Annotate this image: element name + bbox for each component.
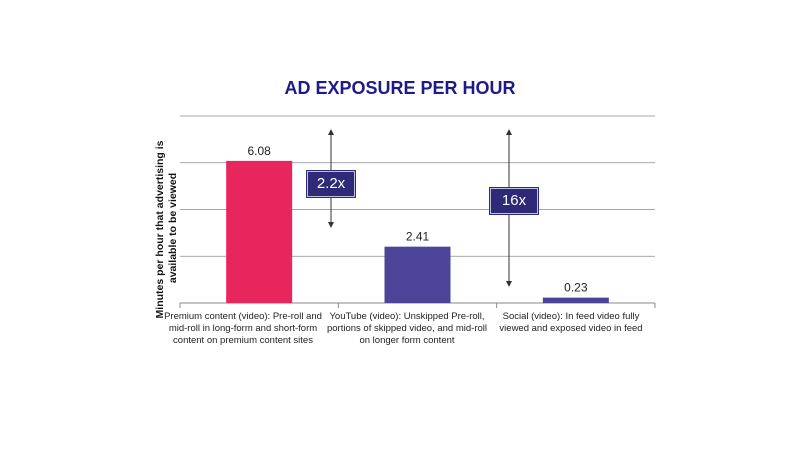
chart-title: AD EXPOSURE PER HOUR <box>284 78 515 98</box>
data-label: 2.41 <box>406 230 430 244</box>
comparison-arrow-head <box>506 281 512 287</box>
category-label-line: content on premium content sites <box>173 335 313 346</box>
category-label-line: mid-roll in long-form and short-form <box>168 323 318 334</box>
category-label-youtube: YouTube (video): Unskipped Pre-roll, por… <box>326 311 488 347</box>
category-label-line: portions of skipped video, and mid-roll <box>326 323 487 334</box>
data-label: 0.23 <box>564 281 588 295</box>
category-label-line: Social (video): In feed video fully <box>502 311 640 322</box>
y-axis-label: Minutes per hour that advertising is ava… <box>154 138 179 319</box>
category-label-line: on longer form content <box>359 335 455 346</box>
category-label-line: YouTube (video): Unskipped Pre-roll, <box>329 311 485 322</box>
value-labels: 6.08 2.41 0.23 <box>247 144 587 295</box>
comparison-arrow-head <box>328 129 334 135</box>
category-label-premium: Premium content (video): Pre-roll and mi… <box>162 311 324 347</box>
data-label: 6.08 <box>247 144 271 158</box>
bar <box>542 297 609 303</box>
category-label-line: Premium content (video): Pre-roll and <box>164 311 322 322</box>
y-axis-label-line-1: Minutes per hour that advertising is <box>154 140 166 318</box>
bar <box>226 160 293 303</box>
category-label-social: Social (video): In feed video fully view… <box>490 311 652 335</box>
comparison-arrow-head <box>506 129 512 135</box>
bar <box>384 246 451 303</box>
comparison-arrow-head <box>328 222 334 228</box>
y-axis-label-line-2: available to be viewed <box>167 173 179 283</box>
callout-youtube-vs-social: 16x <box>490 188 538 214</box>
category-label-line: viewed and exposed video in feed <box>499 323 643 334</box>
callout-premium-vs-youtube: 2.2x <box>307 171 355 197</box>
bars <box>226 160 609 303</box>
